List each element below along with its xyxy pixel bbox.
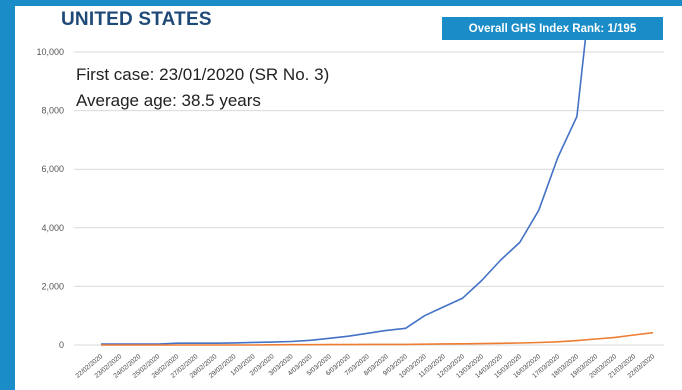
- series-lines: [101, 40, 654, 346]
- first-case-note: First case: 23/01/2020 (SR No. 3): [76, 65, 329, 84]
- y-tick-label: 4,000: [41, 223, 64, 233]
- chart-card: [15, 6, 682, 390]
- series-line-cases: [101, 40, 587, 345]
- y-tick-label: 6,000: [41, 164, 64, 174]
- y-tick-label: 0: [59, 340, 64, 350]
- series-line-deaths: [101, 331, 654, 346]
- y-axis-ticks: 0 2,000 4,000 6,000 8,000 10,000: [36, 47, 64, 350]
- y-tick-label: 10,000: [36, 47, 64, 57]
- x-axis-ticks: 22/02/202023/02/202024/02/202025/02/2020…: [74, 353, 656, 380]
- ghs-rank-badge: Overall GHS Index Rank: 1/195: [442, 17, 663, 40]
- average-age-note: Average age: 38.5 years: [76, 91, 261, 110]
- y-tick-label: 8,000: [41, 106, 64, 116]
- country-title: UNITED STATES: [61, 9, 212, 30]
- y-tick-label: 2,000: [41, 281, 64, 291]
